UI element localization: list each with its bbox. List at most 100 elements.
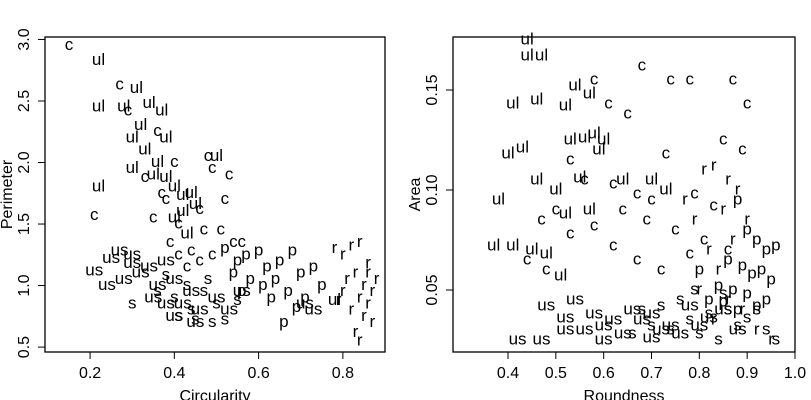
x-tick-label: 0.4 xyxy=(163,365,185,382)
point: s xyxy=(657,295,666,314)
point: us xyxy=(681,295,699,314)
point: c xyxy=(686,69,695,88)
point: r xyxy=(716,259,722,278)
point: ul xyxy=(587,123,600,142)
point: c xyxy=(208,244,217,263)
point: us xyxy=(729,319,747,338)
point: us xyxy=(623,299,641,318)
point: us xyxy=(233,281,251,300)
point: c xyxy=(170,152,179,171)
point: ul xyxy=(176,201,189,220)
y-axis-label: Area xyxy=(407,178,424,212)
point: ul xyxy=(521,45,534,64)
point: s xyxy=(695,323,704,342)
point: us xyxy=(149,275,167,294)
point: c xyxy=(633,249,642,268)
point: ul xyxy=(210,146,223,165)
y-tick-label: 0.15 xyxy=(424,74,441,105)
point: ul xyxy=(568,75,581,94)
point: s xyxy=(233,290,242,309)
point: c xyxy=(709,195,718,214)
point: r xyxy=(692,209,698,228)
point: c xyxy=(537,209,546,228)
point: p xyxy=(747,263,756,282)
point: c xyxy=(566,149,575,168)
point: p xyxy=(762,289,771,308)
point: r xyxy=(336,290,342,309)
point: r xyxy=(696,279,702,298)
point: us xyxy=(98,275,116,294)
point: s xyxy=(666,319,675,338)
point: ul xyxy=(549,179,562,198)
point: p xyxy=(300,287,309,306)
point: r xyxy=(706,239,712,258)
y-tick-label: 1.5 xyxy=(16,213,33,235)
y-tick-label: 3.0 xyxy=(16,28,33,50)
point: r xyxy=(365,253,371,272)
point: c xyxy=(686,243,695,262)
point: p xyxy=(762,239,771,258)
point: s xyxy=(128,293,137,312)
point: r xyxy=(357,232,363,251)
point: r xyxy=(701,159,707,178)
point: us xyxy=(157,250,175,269)
point: ul xyxy=(168,177,181,196)
point: us xyxy=(576,319,594,338)
point: c xyxy=(216,220,225,239)
point: p xyxy=(296,263,305,282)
point: r xyxy=(730,229,736,248)
point: c xyxy=(590,69,599,88)
point: c xyxy=(743,93,752,112)
point: p xyxy=(719,291,728,310)
point: r xyxy=(357,287,363,306)
point: us xyxy=(671,323,689,342)
point: s xyxy=(187,300,196,319)
point: ul xyxy=(535,45,548,64)
point: c xyxy=(690,183,699,202)
y-tick-label: 1.0 xyxy=(16,274,33,296)
point: s xyxy=(204,269,213,288)
point: us xyxy=(296,293,314,312)
point: c xyxy=(208,158,217,177)
y-tick-label: 2.5 xyxy=(16,90,33,112)
point: p xyxy=(237,281,246,300)
point: p xyxy=(220,238,229,257)
plot-frame xyxy=(44,36,386,353)
point: us xyxy=(132,263,150,282)
x-axis-label: Circularity xyxy=(179,388,250,400)
point: us xyxy=(566,289,584,308)
point: c xyxy=(623,103,632,122)
point: p xyxy=(283,281,292,300)
x-tick-label: 0.9 xyxy=(736,365,758,382)
point: c xyxy=(662,143,671,162)
x-tick-label: 0.4 xyxy=(497,365,519,382)
point: c xyxy=(552,199,561,218)
point: s xyxy=(752,299,761,318)
point: ul xyxy=(180,223,193,242)
y-tick-label: 0.10 xyxy=(424,174,441,205)
point: ul xyxy=(147,164,160,183)
point: c xyxy=(619,199,628,218)
point: c xyxy=(729,69,738,88)
point: r xyxy=(361,306,367,325)
point: r xyxy=(365,293,371,312)
point: r xyxy=(711,309,717,328)
point: r xyxy=(735,179,741,198)
point: s xyxy=(714,329,723,348)
point: s xyxy=(221,309,230,328)
point: p xyxy=(292,297,301,316)
x-tick-label: 0.6 xyxy=(593,365,615,382)
point: c xyxy=(200,220,209,239)
point: r xyxy=(711,155,717,174)
point: c xyxy=(580,169,589,188)
point: r xyxy=(365,263,371,282)
x-axis-label: Roundness xyxy=(584,388,665,400)
point: r xyxy=(374,269,380,288)
point: p xyxy=(752,229,761,248)
point: us xyxy=(556,307,574,326)
point: us xyxy=(115,269,133,288)
point: c xyxy=(642,209,651,228)
point: c xyxy=(700,229,709,248)
point: us xyxy=(714,299,732,318)
point: us xyxy=(595,315,613,334)
